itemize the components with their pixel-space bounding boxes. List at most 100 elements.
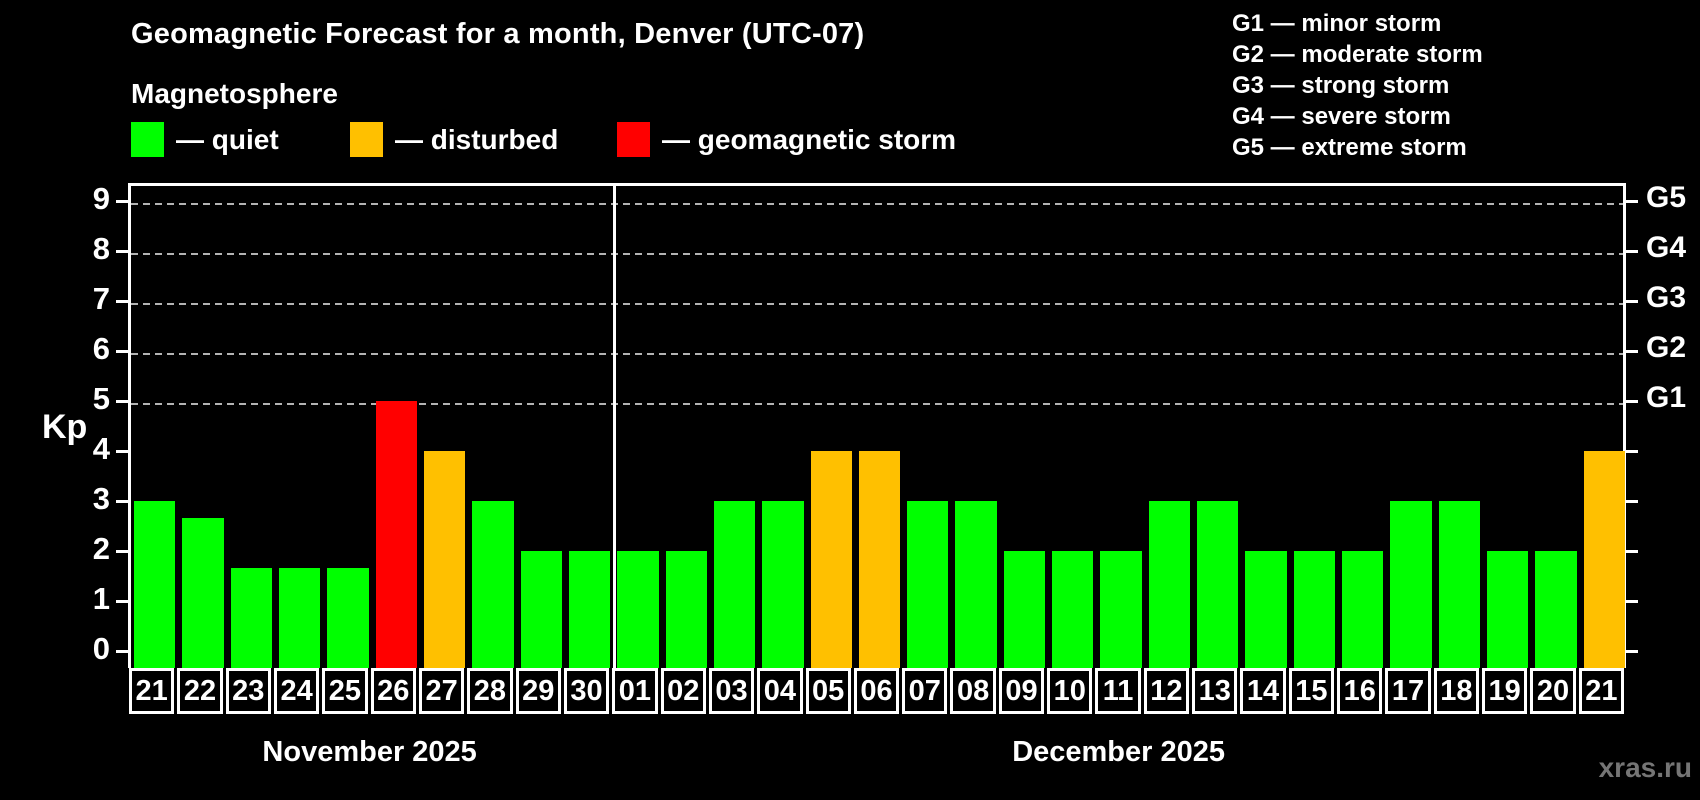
kp-bar-quiet (1100, 551, 1142, 668)
y-axis-tick-right (1626, 400, 1638, 403)
date-label: 26 (370, 668, 416, 714)
legend-label-storm: — geomagnetic storm (662, 123, 957, 155)
date-label: 12 (1143, 668, 1190, 714)
y-axis-tick-left (116, 650, 128, 653)
kp-bar-quiet (907, 501, 949, 668)
kp-bar-disturbed (858, 451, 901, 668)
y-axis-label: 1 (92, 581, 110, 616)
g-level-label-g2: G2 (1646, 331, 1687, 364)
g-scale-line-1: G1 — minor storm (1232, 10, 1442, 37)
date-label: 07 (902, 668, 948, 714)
date-label: 15 (1288, 668, 1335, 714)
y-axis-tick-right (1626, 600, 1638, 603)
y-axis-tick-left (116, 200, 128, 203)
y-axis-tick-left (116, 500, 128, 503)
kp-bar-quiet (520, 551, 562, 668)
g-level-label-g3: G3 (1646, 281, 1687, 314)
kp-bar-disturbed (810, 451, 852, 668)
month-label-december: December 2025 (1012, 736, 1226, 768)
kp-bar-disturbed (423, 451, 466, 668)
g-scale-line-3: G3 — strong storm (1232, 72, 1450, 99)
kp-bar-quiet (1438, 501, 1481, 668)
watermark-xras: xras.ru (1598, 752, 1692, 783)
y-axis-tick-right (1626, 250, 1638, 253)
date-label: 17 (1385, 668, 1431, 714)
date-label: 11 (1095, 668, 1141, 714)
y-axis-tick-right (1626, 300, 1638, 303)
date-label: 27 (418, 668, 465, 714)
legend-item-quiet: — quiet (131, 122, 279, 157)
gridline-kp9 (131, 203, 1623, 205)
legend-label-quiet: — quiet (176, 123, 279, 155)
date-label: 04 (757, 668, 803, 714)
y-axis-label: 0 (92, 631, 110, 666)
y-axis-label: 8 (92, 231, 110, 266)
date-label: 05 (805, 668, 851, 714)
date-label: 21 (129, 668, 175, 714)
kp-bar-quiet (762, 501, 804, 668)
g-level-label-g4: G4 (1646, 231, 1687, 264)
y-axis-tick-left (116, 300, 128, 303)
date-label: 25 (322, 668, 368, 714)
date-label: 23 (225, 668, 271, 714)
kp-bar-quiet (1390, 501, 1432, 668)
date-label: 20 (1530, 668, 1576, 714)
date-label: 10 (1047, 668, 1093, 714)
plot-area (128, 183, 1626, 668)
date-label: 19 (1482, 668, 1528, 714)
month-label-november: November 2025 (262, 736, 477, 768)
y-axis-tick-right (1626, 650, 1638, 653)
date-label: 02 (660, 668, 706, 714)
y-axis-tick-left (116, 600, 128, 603)
month-separator-line (612, 186, 616, 668)
kp-bar-quiet (713, 501, 756, 668)
date-label: 06 (853, 668, 900, 714)
kp-bar-quiet (617, 551, 659, 668)
kp-bar-quiet (1342, 551, 1384, 668)
y-axis-label: 4 (92, 431, 110, 466)
y-axis-label: 5 (92, 381, 110, 416)
legend-item-disturbed: — disturbed (350, 122, 558, 157)
kp-bar-quiet (1052, 551, 1094, 668)
y-axis-label: 2 (92, 531, 110, 566)
legend-swatch-disturbed (350, 122, 383, 157)
y-axis-label: 3 (92, 481, 110, 516)
kp-bar-quiet (472, 501, 514, 668)
date-label: 22 (177, 668, 223, 714)
y-axis-tick-left (116, 550, 128, 553)
kp-bar-quiet (1535, 551, 1577, 668)
kp-bar-quiet (1003, 551, 1046, 668)
g-level-label-g1: G1 (1646, 381, 1687, 414)
kp-bar-quiet (182, 517, 224, 668)
kp-bar-quiet (230, 567, 272, 668)
y-axis-tick-right (1626, 450, 1638, 453)
kp-bar-quiet (568, 551, 611, 668)
g-scale-line-2: G2 — moderate storm (1232, 41, 1483, 68)
kp-bar-quiet (327, 567, 369, 668)
kp-bar-quiet (134, 501, 176, 668)
kp-bar-quiet (1245, 551, 1287, 668)
legend-label-disturbed: — disturbed (395, 123, 559, 155)
y-axis-tick-left (116, 250, 128, 253)
y-axis-label: 7 (92, 281, 110, 316)
legend-item-storm: — geomagnetic storm (617, 122, 956, 157)
y-axis-tick-left (116, 450, 128, 453)
date-label: 30 (563, 668, 610, 714)
g-scale-line-5: G5 — extreme storm (1232, 134, 1467, 161)
y-axis-tick-right (1626, 550, 1638, 553)
y-axis-tick-left (116, 350, 128, 353)
g-scale-line-4: G4 — severe storm (1232, 103, 1451, 130)
date-label: 14 (1240, 668, 1286, 714)
kp-bar-quiet (278, 567, 321, 668)
date-label: 28 (467, 668, 513, 714)
kp-bar-storm (375, 401, 417, 668)
date-label: 13 (1192, 668, 1238, 714)
gridline-kp8 (131, 253, 1623, 255)
y-axis-tick-right (1626, 350, 1638, 353)
date-label: 16 (1337, 668, 1383, 714)
date-label: 01 (612, 668, 658, 714)
gridline-kp5 (131, 403, 1623, 405)
page-title: Geomagnetic Forecast for a month, Denver… (131, 18, 865, 50)
date-label: 18 (1433, 668, 1480, 714)
